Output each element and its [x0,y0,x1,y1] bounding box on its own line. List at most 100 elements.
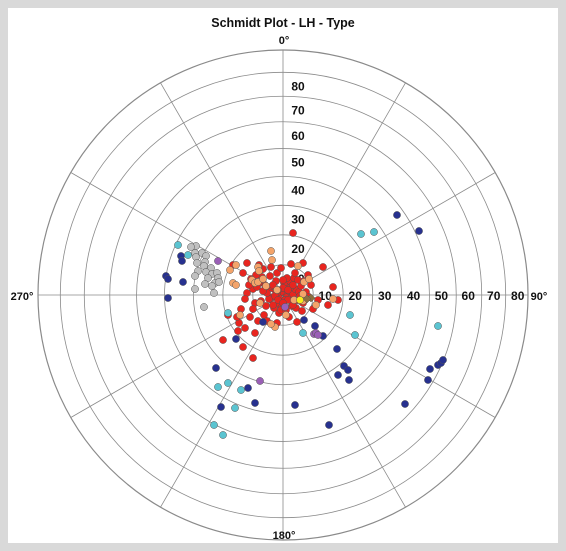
point-s0-37 [273,269,281,277]
stereonet-grid [37,49,529,541]
point-s5-5 [314,331,322,339]
point-s1-8 [212,364,220,372]
point-s2-17 [201,280,209,288]
point-s2-7 [193,259,201,267]
point-s0-90 [249,354,257,362]
point-s4-6 [346,311,354,319]
point-s1-28 [415,227,423,235]
point-s0-92 [234,327,242,335]
point-s0-81 [293,318,301,326]
point-s0-95 [324,301,332,309]
point-s4-8 [299,329,307,337]
point-s3-19 [256,299,264,307]
point-s0-62 [298,307,306,315]
point-s4-4 [210,421,218,429]
point-s0-99 [319,263,327,271]
point-s1-9 [244,384,252,392]
point-s1-22 [426,365,434,373]
point-s1-3 [179,278,187,286]
point-s5-2 [256,377,264,385]
point-s1-12 [325,421,333,429]
schmidt-plot: Schmidt Plot - LH - Type 10 20 30 40 50 60 70 8… [11,16,548,542]
point-s1-26 [401,400,409,408]
point-s3-18 [267,320,275,328]
point-s1-21 [424,376,432,384]
point-s2-21 [210,289,218,297]
point-s0-73 [249,305,257,313]
radial-tick-80: 80 [291,79,305,93]
point-s0-56 [289,281,297,289]
point-s4-10 [370,228,378,236]
point-s2-23 [191,285,199,293]
point-s4-13 [174,241,182,249]
east-tick-40: 40 [407,289,421,303]
south-label: 180° [273,530,296,542]
azimuth-line-330 [160,82,284,296]
point-s1-7 [232,335,240,343]
point-s1-16 [333,345,341,353]
east-tick-60: 60 [462,289,476,303]
point-s0-98 [289,229,297,237]
point-s4-7 [351,331,359,339]
point-s0-101 [277,264,285,272]
point-s0-71 [241,295,249,303]
azimuth-line-210 [160,294,284,508]
point-s1-27 [393,211,401,219]
point-s2-22 [200,303,208,311]
point-s4-5 [219,431,227,439]
point-s4-12 [237,386,245,394]
point-s0-50 [284,286,292,294]
azimuth-line-300 [70,172,284,296]
point-s0-87 [251,329,259,337]
chart-title: Schmidt Plot - LH - Type [211,16,355,30]
point-s3-25 [255,267,263,275]
radial-tick-40: 40 [291,184,305,198]
point-s0-33 [266,272,274,280]
point-s0-102 [291,269,299,277]
radial-tick-20: 20 [291,242,305,256]
point-s1-1 [178,257,186,265]
point-s4-1 [214,383,222,391]
point-s1-11 [291,401,299,409]
point-s0-96 [329,283,337,291]
point-s1-5 [164,294,172,302]
point-s3-17 [329,295,337,303]
point-s4-14 [184,251,192,259]
point-s4-9 [434,322,442,330]
point-s0-59 [269,301,277,309]
point-s3-11 [305,275,313,283]
azimuth-line-60 [282,172,496,296]
point-s4-2 [224,379,232,387]
point-s0-93 [241,324,249,332]
point-s3-20 [236,311,244,319]
azimuth-line-150 [282,294,406,508]
point-s3-24 [273,286,281,294]
radial-tick-70: 70 [291,103,305,117]
east-label: 90° [531,291,548,303]
point-s0-85 [243,259,251,267]
point-s2-20 [215,278,223,286]
point-s3-13 [259,275,267,283]
point-s1-29 [251,399,259,407]
east-tick-10: 10 [319,289,333,303]
north-label: 0° [279,35,290,47]
azimuth-line-120 [282,294,496,418]
point-s1-4 [164,275,172,283]
point-s1-20 [345,376,353,384]
point-s3-1 [232,261,240,269]
east-tick-70: 70 [487,289,501,303]
radial-tick-60: 60 [291,129,305,143]
point-s1-25 [439,356,447,364]
point-s0-74 [246,313,254,321]
east-tick-30: 30 [378,289,392,303]
radial-tick-30: 30 [291,212,305,226]
point-s4-11 [357,230,365,238]
point-s3-16 [312,301,320,309]
point-s4-0 [224,309,232,317]
point-s3-21 [226,266,234,274]
point-s3-2 [232,281,240,289]
point-s6-1 [302,294,312,304]
east-tick-80: 80 [511,289,525,303]
point-s2-2 [187,243,195,251]
